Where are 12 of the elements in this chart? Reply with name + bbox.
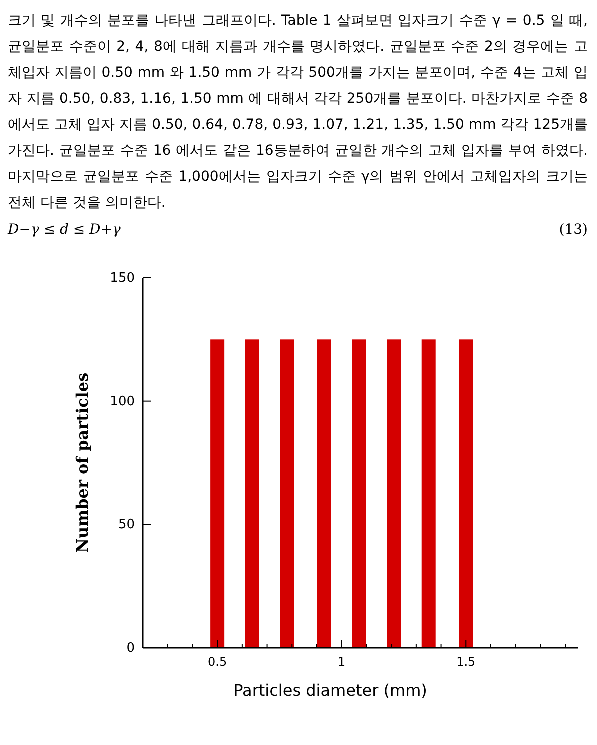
y-tick-label: 150 <box>110 271 135 286</box>
x-tick-label: 1.5 <box>456 655 476 669</box>
text: (13) <box>559 222 588 238</box>
x-tick-label: 1 <box>338 655 346 669</box>
y-axis-title: Number of particles <box>73 372 92 554</box>
y-tick-label: 50 <box>118 518 135 533</box>
x-tick-label: 0.5 <box>208 655 228 669</box>
x-axis-title: Particles diameter (mm) <box>234 681 428 700</box>
y-tick-label: 100 <box>110 394 135 410</box>
y-tick-label: 0 <box>126 641 135 656</box>
text: D−γ ≤ d ≤ D+γ <box>8 222 121 238</box>
text: 크기 및 개수의 분포를 나타낸 그래프이다. Table 1 살펴보면 입자크기 수준 γ = 0.5 일 때, 균일분포 수준이 2, 4, 8에 대해 지름과 개수를 명시하였다. 균일분포 수준 2의 경우에는 고체입자 지름이 0.50 mm 와 1.50 mm 가 각각 500개를 가지는 분포이며, 수준 4는 고체 입자 지름 0.50, 0.83, 1.16, 1.50 mm 에 대해서 각각 250개를 분포이다. 마찬가지로 수준 8 에서도 고체 입자 지름 0.50, 0.64, 0.78, 0.93, 1.07, 1.21, 1.35, 1.50 mm 각각 125개를 가진다. 균일분포 수준 16 에서도 같은 16등분하여 균일한 개수의 고체 입자를 부여 하였다. 마지막으로 균일분포 수준 1,000에서는 입자크기 수준 γ의 범위 안에서 고체입자의 크기는 전체 다른 것을 의미한다. <box>8 12 588 213</box>
